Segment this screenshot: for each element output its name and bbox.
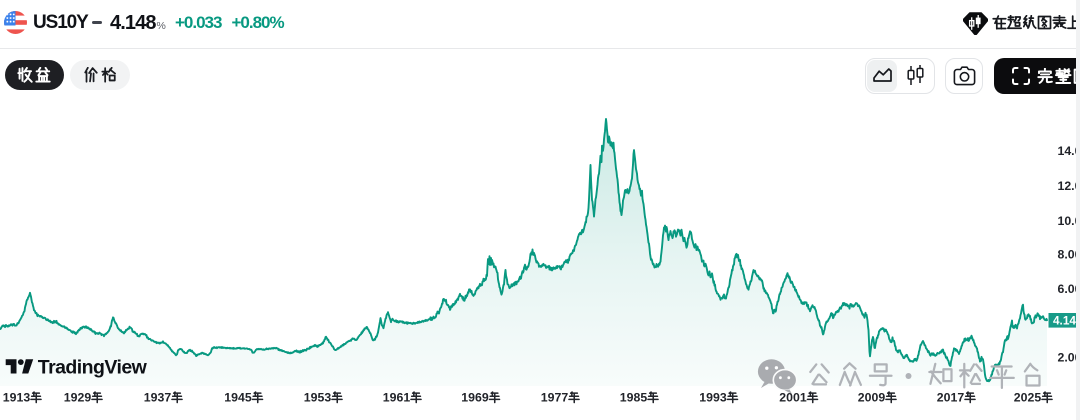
- svg-text:10.0: 10.0: [1058, 214, 1080, 228]
- svg-text:14.0: 14.0: [1058, 144, 1080, 158]
- svg-text:1953: 1953: [304, 391, 332, 405]
- svg-text:1961: 1961: [383, 391, 411, 405]
- svg-text:1993: 1993: [699, 391, 727, 405]
- svg-text:8.00: 8.00: [1058, 248, 1080, 262]
- svg-text:1929: 1929: [64, 391, 92, 405]
- svg-text:1985: 1985: [620, 391, 648, 405]
- svg-text:1977: 1977: [541, 391, 569, 405]
- svg-text:TradingView: TradingView: [38, 356, 148, 378]
- svg-text:1945: 1945: [224, 391, 252, 405]
- svg-text:1969: 1969: [461, 391, 489, 405]
- svg-text:12.0: 12.0: [1058, 179, 1080, 193]
- svg-text:1913: 1913: [3, 391, 31, 405]
- svg-text:2017: 2017: [937, 391, 965, 405]
- svg-text:2001: 2001: [779, 391, 807, 405]
- svg-text:2025: 2025: [1014, 391, 1042, 405]
- svg-text:4.148: 4.148: [1053, 313, 1080, 327]
- svg-text:2009: 2009: [858, 391, 886, 405]
- svg-text:2.00: 2.00: [1058, 350, 1080, 364]
- svg-text:1937: 1937: [144, 391, 172, 405]
- svg-text:6.00: 6.00: [1058, 282, 1080, 296]
